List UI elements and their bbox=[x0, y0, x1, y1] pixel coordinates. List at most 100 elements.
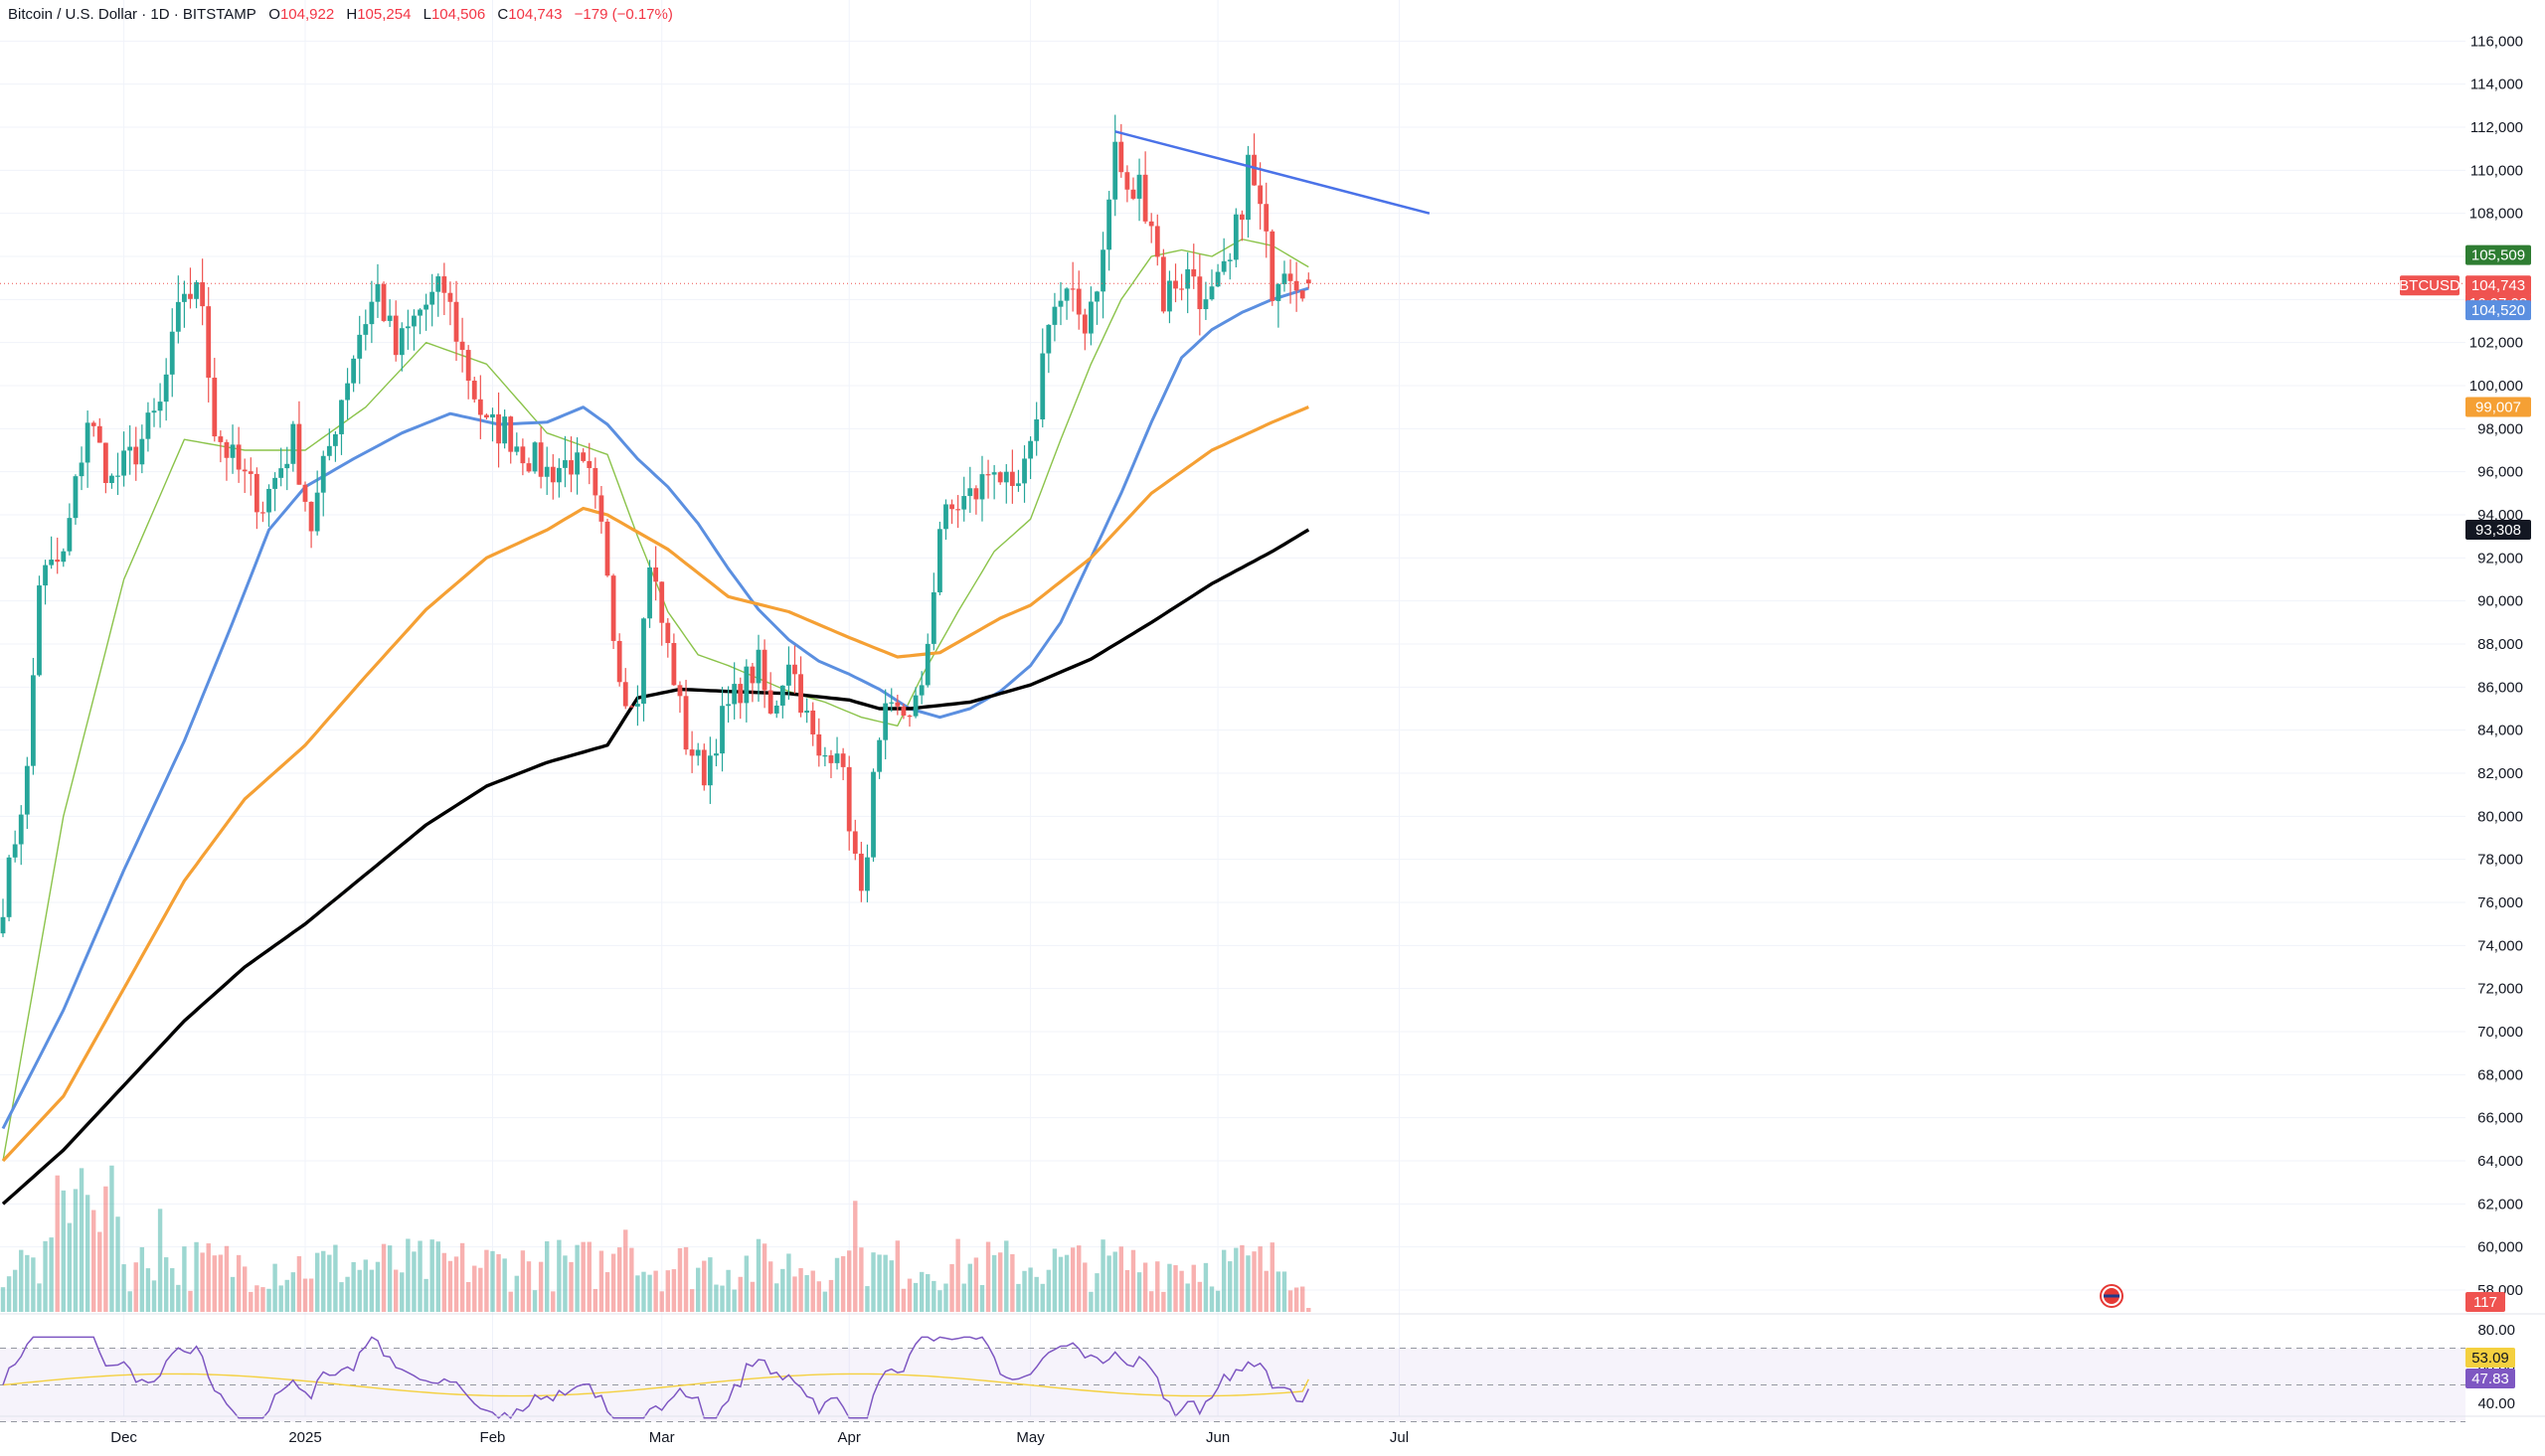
ma-50-line bbox=[1, 286, 1309, 1130]
volume-bar bbox=[985, 1241, 991, 1312]
candle-body bbox=[852, 831, 858, 854]
volume-bar bbox=[308, 1278, 314, 1312]
volume-bar bbox=[79, 1168, 85, 1312]
candle-body bbox=[1305, 279, 1311, 284]
candle-body bbox=[961, 496, 967, 510]
volume-bar bbox=[871, 1252, 876, 1312]
candle bbox=[429, 273, 435, 327]
close-value: 104,743 bbox=[508, 6, 563, 23]
candle-body bbox=[1070, 288, 1076, 290]
candle-body bbox=[1293, 280, 1299, 291]
volume-bar bbox=[551, 1291, 556, 1312]
volume-bar bbox=[665, 1270, 670, 1312]
candle bbox=[659, 581, 665, 646]
candle bbox=[163, 358, 169, 421]
candle bbox=[720, 687, 725, 772]
candle bbox=[744, 659, 750, 723]
volume-bar bbox=[732, 1289, 737, 1312]
volume-bar bbox=[176, 1284, 181, 1312]
candle bbox=[798, 656, 803, 718]
candle bbox=[133, 426, 139, 481]
candle-body bbox=[1101, 249, 1105, 292]
candle-body bbox=[381, 283, 387, 321]
volume-bar bbox=[278, 1285, 283, 1312]
candle-body bbox=[151, 410, 157, 413]
candle bbox=[895, 694, 901, 716]
volume-bar bbox=[12, 1269, 18, 1312]
candle bbox=[689, 730, 695, 773]
candle bbox=[1240, 210, 1245, 242]
volume-bar bbox=[375, 1261, 381, 1312]
candle bbox=[242, 458, 248, 494]
candle bbox=[296, 401, 302, 485]
candle-body bbox=[563, 460, 568, 468]
candle bbox=[272, 472, 277, 512]
volume-bar bbox=[502, 1258, 507, 1312]
candle bbox=[290, 420, 296, 472]
candle-body bbox=[889, 702, 895, 704]
volume-bar bbox=[532, 1290, 538, 1312]
volume-bar bbox=[1022, 1270, 1027, 1312]
volume-bar bbox=[1228, 1261, 1233, 1312]
time-axis-label: Jul bbox=[1390, 1429, 1409, 1446]
volume-bar bbox=[139, 1246, 145, 1312]
volume-bar bbox=[151, 1280, 157, 1312]
candle-body bbox=[840, 753, 846, 767]
candle-body bbox=[883, 703, 889, 740]
candle bbox=[1009, 449, 1015, 504]
ma-100-badge-bg bbox=[2465, 397, 2531, 417]
rsi-axis-label: 40.00 bbox=[2477, 1395, 2515, 1412]
candle-body bbox=[750, 666, 756, 684]
candle bbox=[598, 485, 604, 534]
candle bbox=[188, 267, 193, 309]
candle-body bbox=[1203, 299, 1209, 310]
candle-body bbox=[1142, 174, 1148, 222]
volume-bar bbox=[979, 1285, 985, 1312]
volume-bar bbox=[296, 1256, 302, 1312]
candle bbox=[773, 700, 779, 719]
candle bbox=[314, 470, 320, 536]
candle-body bbox=[393, 315, 399, 356]
candle-body bbox=[967, 488, 973, 497]
candle-body bbox=[556, 467, 562, 483]
volume-bar bbox=[478, 1267, 483, 1312]
volume-bar bbox=[290, 1272, 296, 1312]
candle bbox=[424, 293, 428, 331]
candle bbox=[532, 441, 538, 474]
candle bbox=[1167, 270, 1172, 324]
volume-bar bbox=[563, 1255, 568, 1312]
candle-body bbox=[1028, 440, 1033, 459]
candle bbox=[67, 503, 73, 556]
candle-body bbox=[714, 753, 719, 756]
volume-bar bbox=[363, 1259, 368, 1312]
candle bbox=[212, 358, 218, 442]
volume-bar bbox=[834, 1257, 840, 1312]
candle bbox=[1191, 243, 1197, 289]
candle-body bbox=[598, 495, 604, 522]
candle-body bbox=[96, 425, 102, 443]
volume-bar bbox=[1046, 1269, 1052, 1312]
candle bbox=[610, 573, 616, 650]
candle-body bbox=[242, 469, 248, 472]
volume-bar bbox=[447, 1260, 453, 1312]
candle bbox=[750, 662, 756, 703]
volume-bar bbox=[508, 1291, 513, 1312]
volume-bar bbox=[435, 1241, 440, 1312]
volume-bar bbox=[1306, 1308, 1311, 1312]
volume-bar bbox=[243, 1266, 248, 1312]
candle bbox=[260, 501, 265, 523]
volume-bar bbox=[738, 1276, 743, 1312]
volume-bar bbox=[1016, 1283, 1021, 1312]
candle-body bbox=[1052, 306, 1058, 325]
candle-body bbox=[1258, 185, 1264, 205]
volume-bar bbox=[1275, 1271, 1281, 1312]
candle-body bbox=[290, 423, 296, 464]
candle-body bbox=[175, 301, 181, 332]
candle bbox=[363, 309, 369, 351]
time-axis-label: Feb bbox=[480, 1429, 506, 1446]
volume-bar bbox=[429, 1239, 434, 1312]
candle-body bbox=[194, 282, 199, 299]
candle bbox=[393, 300, 399, 362]
candle-body bbox=[230, 444, 236, 458]
